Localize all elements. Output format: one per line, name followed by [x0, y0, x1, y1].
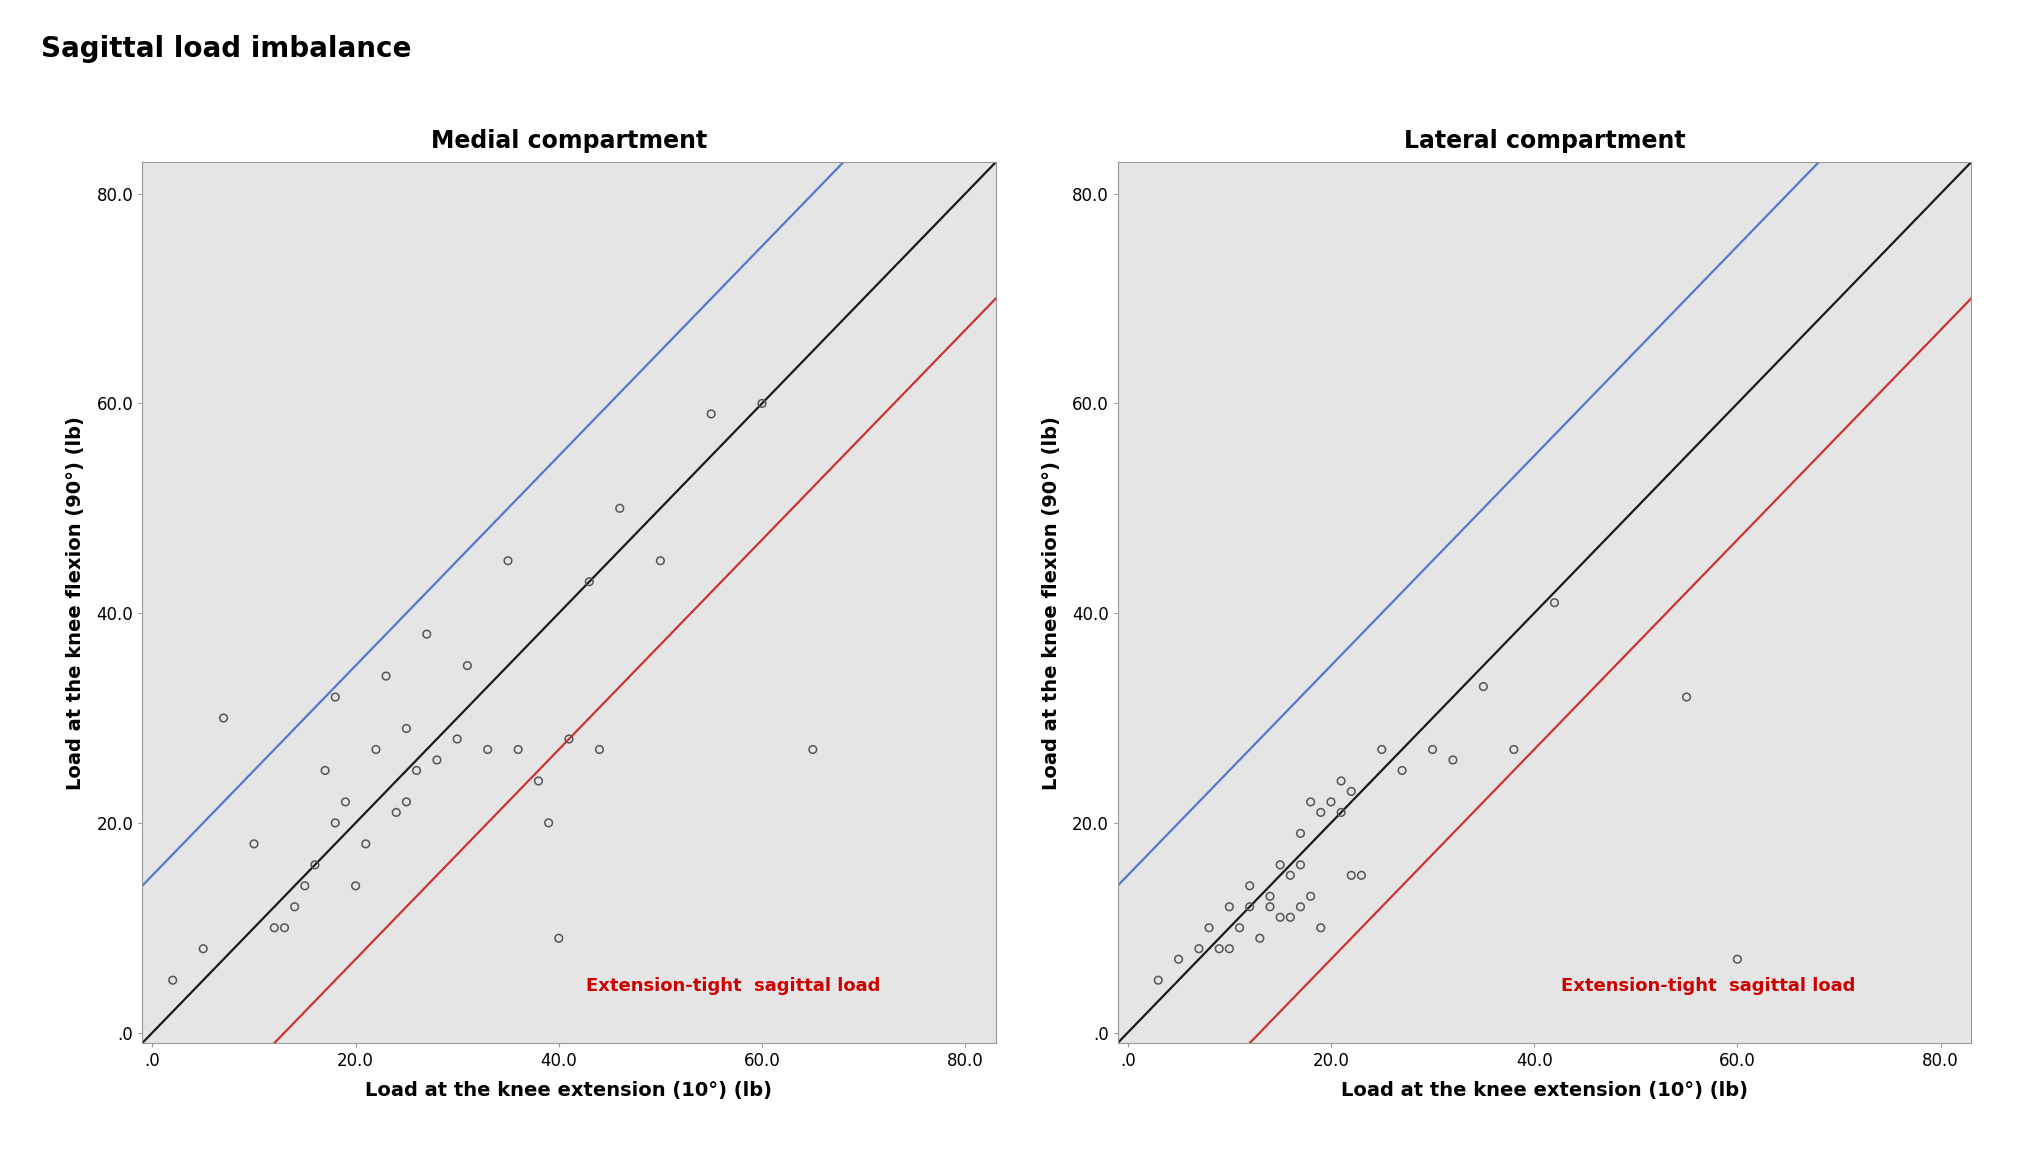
- Point: [1284, 824, 1317, 843]
- Point: [695, 404, 727, 423]
- Point: [309, 761, 341, 780]
- Point: [553, 730, 585, 749]
- Point: [1284, 855, 1317, 874]
- Point: [1233, 897, 1266, 916]
- Point: [268, 918, 301, 936]
- Point: [1264, 907, 1296, 926]
- Point: [1305, 918, 1337, 936]
- Point: [1254, 897, 1286, 916]
- Point: [1467, 677, 1500, 695]
- Point: [421, 751, 453, 770]
- Point: [1335, 866, 1368, 884]
- Point: [644, 552, 677, 570]
- Point: [1274, 907, 1307, 926]
- Point: [1213, 940, 1246, 958]
- Point: [360, 741, 392, 759]
- Point: [573, 573, 606, 591]
- Point: [746, 394, 778, 413]
- Point: [1498, 741, 1530, 759]
- Point: [1294, 793, 1327, 811]
- Point: [1670, 687, 1703, 706]
- Point: [1325, 772, 1357, 790]
- Point: [1183, 940, 1215, 958]
- X-axis label: Load at the knee extension (10°) (lb): Load at the knee extension (10°) (lb): [366, 1081, 772, 1100]
- Point: [1233, 876, 1266, 895]
- Point: [604, 500, 636, 518]
- Point: [238, 834, 270, 853]
- Point: [350, 834, 382, 853]
- Point: [543, 930, 575, 948]
- Point: [258, 918, 291, 936]
- Point: [1437, 751, 1469, 770]
- Point: [583, 741, 616, 759]
- Point: [1213, 897, 1246, 916]
- Point: [1223, 918, 1256, 936]
- Point: [1294, 887, 1327, 905]
- Point: [532, 814, 565, 832]
- Point: [1162, 950, 1195, 969]
- Point: [1254, 887, 1286, 905]
- Point: [1305, 803, 1337, 822]
- Point: [187, 940, 219, 958]
- Point: [1284, 897, 1317, 916]
- Point: [1274, 866, 1307, 884]
- Point: [1366, 741, 1398, 759]
- Point: [299, 855, 331, 874]
- Point: [400, 761, 433, 780]
- Title: Medial compartment: Medial compartment: [431, 130, 707, 153]
- Point: [451, 656, 484, 675]
- Point: [319, 687, 352, 706]
- Point: [207, 709, 240, 728]
- Point: [1193, 918, 1225, 936]
- Point: [380, 803, 412, 822]
- Point: [1315, 793, 1347, 811]
- Point: [1325, 803, 1357, 822]
- Point: [278, 897, 311, 916]
- Point: [471, 741, 504, 759]
- Point: [522, 772, 555, 790]
- Point: [319, 814, 352, 832]
- Point: [441, 730, 473, 749]
- Point: [339, 876, 372, 895]
- Y-axis label: Load at the knee flexion (90°) (lb): Load at the knee flexion (90°) (lb): [67, 416, 85, 789]
- Point: [370, 666, 402, 685]
- Point: [1244, 930, 1276, 948]
- Text: Sagittal load imbalance: Sagittal load imbalance: [41, 35, 410, 63]
- Point: [1345, 866, 1378, 884]
- Point: [797, 741, 829, 759]
- Point: [1538, 593, 1571, 612]
- Point: [502, 741, 534, 759]
- Point: [156, 971, 189, 990]
- Title: Lateral compartment: Lateral compartment: [1404, 130, 1685, 153]
- Point: [1416, 741, 1449, 759]
- Point: [492, 552, 524, 570]
- X-axis label: Load at the knee extension (10°) (lb): Load at the knee extension (10°) (lb): [1341, 1081, 1748, 1100]
- Point: [1335, 782, 1368, 801]
- Point: [1264, 855, 1296, 874]
- Point: [1142, 971, 1174, 990]
- Point: [1386, 761, 1418, 780]
- Y-axis label: Load at the knee flexion (90°) (lb): Load at the knee flexion (90°) (lb): [1042, 416, 1061, 789]
- Point: [289, 876, 321, 895]
- Point: [390, 720, 423, 738]
- Point: [1203, 940, 1235, 958]
- Point: [390, 793, 423, 811]
- Text: Extension-tight  sagittal load: Extension-tight sagittal load: [1561, 977, 1855, 994]
- Point: [410, 625, 443, 643]
- Point: [1721, 950, 1754, 969]
- Point: [329, 793, 362, 811]
- Text: Extension-tight  sagittal load: Extension-tight sagittal load: [585, 977, 880, 994]
